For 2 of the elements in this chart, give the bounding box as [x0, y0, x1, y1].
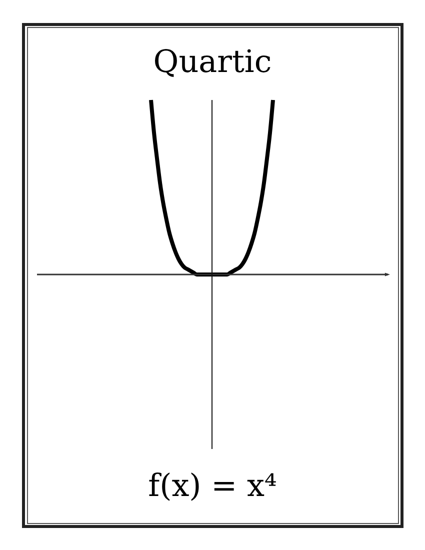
- chart-title: Quartic: [153, 44, 272, 80]
- text: f(x) = x⁴: [148, 468, 277, 504]
